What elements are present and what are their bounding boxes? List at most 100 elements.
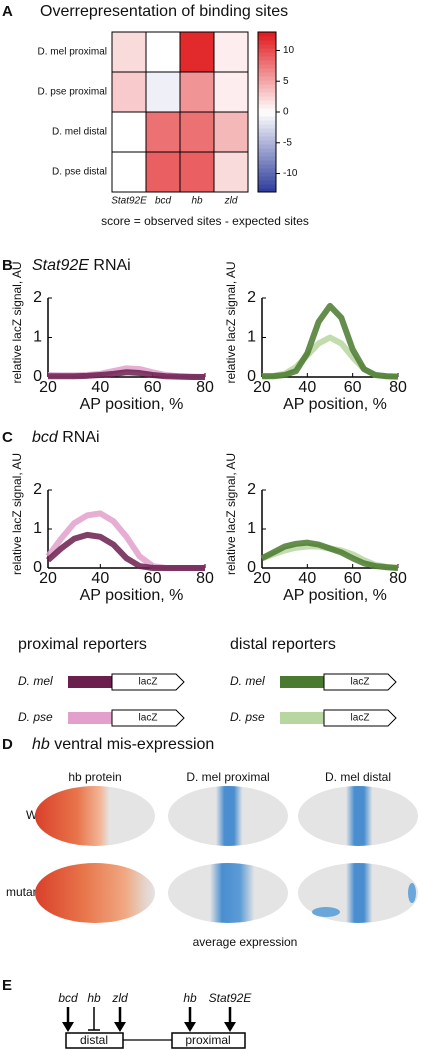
column-label: hb protein [68, 770, 121, 784]
caption: average expression [193, 935, 298, 949]
colorbar-step [258, 116, 276, 121]
reporter-box [323, 709, 397, 727]
x-tick-label: 80 [389, 379, 407, 396]
series-line [262, 302, 399, 380]
cell [213, 31, 249, 73]
embryo [35, 786, 155, 846]
cell [179, 111, 215, 153]
heading-rest: ventral mis-expression [50, 736, 215, 753]
x-axis-label: AP position, % [80, 587, 184, 604]
colorbar-step [258, 124, 276, 129]
reporter-label: lacZ [139, 677, 158, 688]
panel-label: E [2, 977, 12, 994]
legend-swatch [68, 676, 112, 688]
x-tick-label: 80 [196, 570, 214, 587]
colorbar-step [258, 108, 276, 113]
colorbar-step [258, 104, 276, 109]
column-label: hb [191, 196, 203, 207]
cell [145, 31, 181, 73]
colorbar-step [258, 48, 276, 53]
colorbar-step [258, 96, 276, 101]
colorbar-step [258, 84, 276, 89]
y-tick-label: 0 [33, 368, 42, 385]
colorbar-step [258, 72, 276, 77]
colorbar-step [258, 160, 276, 165]
colorbar-step [258, 176, 276, 181]
colorbar-step [258, 184, 276, 189]
colorbar-step [258, 188, 276, 193]
box-label: proximal [185, 1033, 230, 1047]
cell [179, 71, 215, 113]
cell [145, 71, 181, 113]
cell [213, 71, 249, 113]
legend: D. mel lacZ D. pse lacZ D. mel lacZ D. pse lacZ [18, 673, 397, 727]
input-label: hb [183, 991, 197, 1005]
row-label: D. pse distal [52, 167, 107, 178]
colorbar-step [258, 36, 276, 41]
x-axis-label: score = observed sites - expected sites [101, 214, 309, 228]
colorbar-tick-label: 0 [283, 107, 289, 118]
embryo [35, 863, 155, 923]
colorbar-step [258, 32, 276, 37]
cell [179, 31, 215, 73]
colorbar-step [258, 112, 276, 117]
y-tick-label: 2 [33, 289, 42, 306]
legend-heading: distal reporters [230, 636, 336, 653]
colorbar-tick-label: -10 [283, 168, 298, 179]
cell [213, 151, 249, 193]
colorbar-step [258, 132, 276, 137]
series-line [48, 369, 205, 380]
y-axis-label: relative lacZ signal, AU [224, 453, 238, 575]
reporter-box [111, 709, 185, 727]
cell [111, 111, 147, 153]
y-axis-label: relative lacZ signal, AU [10, 261, 24, 383]
panel-label: A [2, 3, 13, 20]
colorbar-step [258, 76, 276, 81]
expression-spot [312, 907, 340, 917]
colorbar-tick-label: -5 [283, 137, 292, 148]
colorbar-step [258, 156, 276, 161]
y-tick-label: 2 [247, 481, 256, 498]
colorbar-step [258, 100, 276, 105]
y-tick-label: 1 [247, 329, 256, 346]
x-tick-label: 60 [344, 379, 362, 396]
x-tick-label: 20 [253, 570, 271, 587]
x-axis-label: AP position, % [283, 396, 387, 413]
y-tick-label: 1 [33, 329, 42, 346]
colorbar-step [258, 140, 276, 145]
expression-spot [408, 883, 416, 903]
column-label: zld [224, 196, 238, 207]
cell [145, 111, 181, 153]
x-tick-label: 40 [91, 379, 109, 396]
cell [213, 111, 249, 153]
reporter-label: lacZ [351, 713, 370, 724]
input-label: Stat92E [209, 991, 253, 1005]
panel-heading: bcd RNAi [32, 429, 100, 446]
colorbar-step [258, 128, 276, 133]
colorbar-step [258, 40, 276, 45]
colorbar-step [258, 60, 276, 65]
legend-swatch [280, 676, 324, 688]
colorbar-step [258, 136, 276, 141]
colorbar-step [258, 180, 276, 185]
x-tick-label: 40 [298, 379, 316, 396]
colorbar-tick-label: 10 [283, 45, 295, 56]
column-label: Stat92E [111, 196, 147, 207]
colorbar-step [258, 168, 276, 173]
reporter-box [111, 673, 185, 691]
panel-heading: Stat92E RNAi [32, 257, 131, 274]
y-tick-label: 0 [247, 559, 256, 576]
x-tick-label: 40 [298, 570, 316, 587]
box-label: distal [80, 1033, 108, 1047]
colorbar-step [258, 172, 276, 177]
x-axis-label: AP position, % [283, 587, 387, 604]
y-tick-label: 2 [33, 481, 42, 498]
colorbar-step [258, 144, 276, 149]
colorbar-step [258, 152, 276, 157]
reporter-label: lacZ [351, 677, 370, 688]
panel-label: B [2, 257, 13, 274]
x-tick-label: 80 [196, 379, 214, 396]
column-label: D. mel distal [325, 770, 391, 784]
panel-label: D [2, 736, 13, 753]
x-tick-label: 60 [144, 379, 162, 396]
